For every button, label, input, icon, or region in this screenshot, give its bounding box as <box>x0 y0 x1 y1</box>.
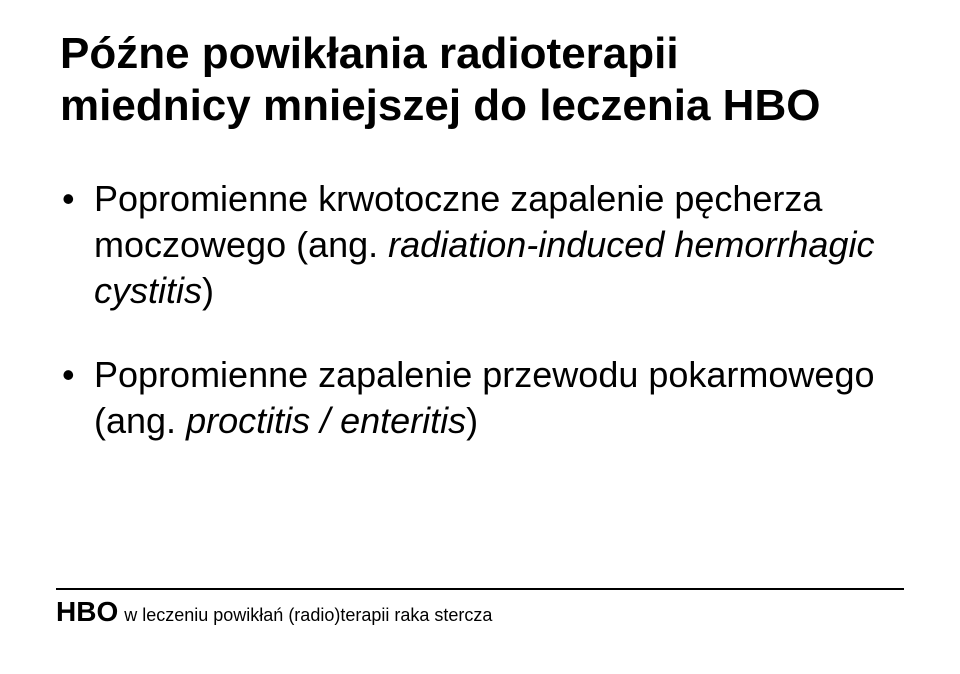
footer-line: HBO w leczeniu powikłań (radio)terapii r… <box>56 596 904 628</box>
bullet-item: Popromienne zapalenie przewodu pokarmowe… <box>60 352 900 444</box>
footer-brand: HBO <box>56 596 118 628</box>
bullet-text-close: ) <box>202 270 214 311</box>
slide-title: Późne powikłania radioterapii miednicy m… <box>60 28 900 132</box>
bullet-item: Popromienne krwotoczne zapalenie pęcherz… <box>60 176 900 314</box>
title-line-1: Późne powikłania radioterapii <box>60 29 679 78</box>
footer-text: w leczeniu powikłań (radio)terapii raka … <box>124 605 492 626</box>
bullet-list: Popromienne krwotoczne zapalenie pęcherz… <box>60 176 900 444</box>
title-line-2: miednicy mniejszej do leczenia HBO <box>60 81 820 130</box>
bullet-text-close: ) <box>466 400 478 441</box>
footer: HBO w leczeniu powikłań (radio)terapii r… <box>56 588 904 628</box>
footer-rule <box>56 588 904 590</box>
slide: Późne powikłania radioterapii miednicy m… <box>0 0 960 674</box>
bullet-latin-term: proctitis / enteritis <box>176 400 466 441</box>
